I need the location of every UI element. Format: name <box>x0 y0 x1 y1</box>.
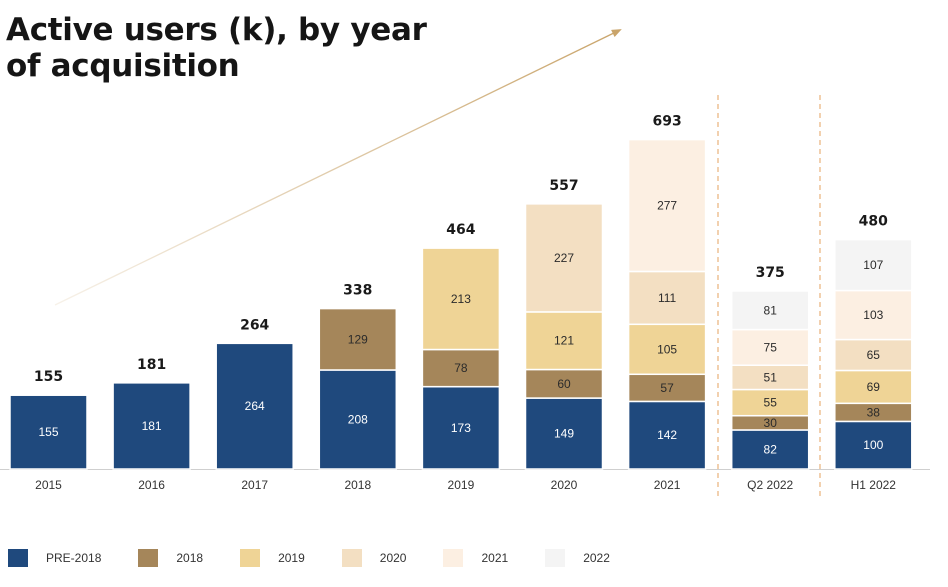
bar-segment <box>730 290 810 331</box>
data-label: 65 <box>867 348 881 362</box>
legend-item: 2018 <box>138 549 203 567</box>
legend-label: 2020 <box>379 551 407 565</box>
data-label: 173 <box>451 421 471 435</box>
data-label: 107 <box>863 258 883 272</box>
data-label: 121 <box>554 334 574 348</box>
data-label: 38 <box>867 405 881 419</box>
bar-segment <box>627 138 707 273</box>
bar-segment <box>421 348 501 388</box>
chart-legend: PRE-2018 2018 2019 2020 2021 2022 <box>8 548 647 568</box>
legend-swatch <box>545 549 566 567</box>
x-tick-label: 2020 <box>551 478 578 492</box>
data-label: 227 <box>554 251 574 265</box>
legend-item: 2021 <box>443 549 508 567</box>
total-label: 155 <box>34 369 63 385</box>
bar-segment <box>524 203 604 313</box>
data-label: 277 <box>657 199 677 213</box>
total-label: 264 <box>240 317 269 333</box>
data-label: 155 <box>38 425 58 439</box>
bar-segment <box>524 368 604 399</box>
x-tick-label: H1 2022 <box>851 478 897 492</box>
bar-segment <box>9 394 88 470</box>
legend-label: 2022 <box>583 551 610 565</box>
data-label: 55 <box>764 396 778 410</box>
bar-segment <box>627 270 707 326</box>
legend-swatch <box>341 549 362 567</box>
x-tick-label: 2015 <box>35 478 62 492</box>
data-label: 213 <box>451 292 471 306</box>
legend-item: 2020 <box>341 549 407 567</box>
total-label: 480 <box>859 214 888 230</box>
total-label: 557 <box>549 178 578 194</box>
x-tick-label: 2018 <box>344 478 371 492</box>
data-label: 60 <box>557 377 571 391</box>
x-tick-label: 2019 <box>448 478 475 492</box>
bar-segment <box>834 238 913 292</box>
x-tick-label: 2016 <box>138 478 165 492</box>
data-label: 103 <box>863 308 883 322</box>
bar-segment <box>421 247 501 351</box>
data-label: 129 <box>348 332 368 346</box>
legend-label: 2019 <box>278 551 305 565</box>
total-label: 338 <box>343 283 372 299</box>
legend-label: PRE-2018 <box>46 551 102 565</box>
bar-segment <box>112 382 191 470</box>
bar-segment <box>524 397 604 470</box>
bar-segment <box>318 369 398 470</box>
data-label: 208 <box>348 412 368 426</box>
trend-arrow <box>54 29 622 306</box>
total-label: 693 <box>652 114 681 130</box>
total-label: 181 <box>137 357 166 373</box>
x-tick-label: 2021 <box>654 478 681 492</box>
legend-item: 2019 <box>240 549 305 567</box>
legend-label: 2018 <box>176 551 204 565</box>
data-label: 30 <box>764 416 778 430</box>
legend-swatch <box>240 549 261 567</box>
data-label: 100 <box>863 438 883 452</box>
bar-segment <box>627 400 707 470</box>
data-label: 75 <box>764 340 778 354</box>
x-tick-label: 2017 <box>241 478 268 492</box>
bar-segment <box>730 328 810 366</box>
data-label: 82 <box>764 442 778 456</box>
data-label: 81 <box>764 303 778 317</box>
data-label: 181 <box>142 419 162 433</box>
data-label: 57 <box>660 381 674 395</box>
legend-swatch <box>443 549 464 567</box>
bar-segment <box>834 289 913 341</box>
data-label: 264 <box>245 399 265 413</box>
data-label: 78 <box>454 361 468 375</box>
bar-segment <box>834 420 913 470</box>
total-label: 464 <box>446 222 475 238</box>
x-tick-label: Q2 2022 <box>747 478 793 492</box>
bar-segment <box>215 342 294 470</box>
legend-item: PRE-2018 <box>8 549 101 567</box>
legend-label: 2021 <box>481 551 509 565</box>
data-label: 142 <box>657 428 677 442</box>
bar-segment <box>421 385 501 470</box>
data-label: 69 <box>867 380 881 394</box>
total-label: 375 <box>756 265 785 281</box>
legend-item: 2022 <box>545 549 610 567</box>
chart-title: Active users (k), by year of acquisition <box>6 12 427 84</box>
data-label: 149 <box>554 427 574 441</box>
legend-swatch <box>138 549 159 567</box>
legend-swatch <box>8 549 28 567</box>
data-label: 111 <box>658 291 677 305</box>
bar-segment <box>524 311 604 371</box>
bar-segment <box>318 307 398 371</box>
data-label: 105 <box>657 342 677 356</box>
data-label: 51 <box>764 370 778 384</box>
bar-segment <box>834 338 913 372</box>
